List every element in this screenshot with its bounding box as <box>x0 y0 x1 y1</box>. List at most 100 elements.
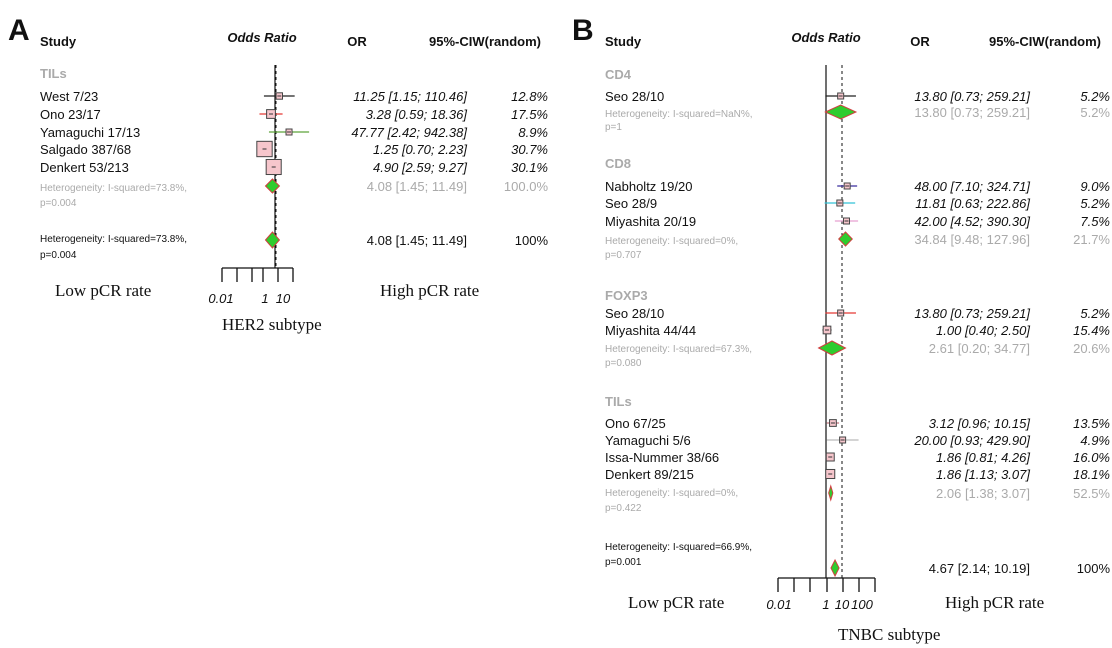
study-weight: 17.5% <box>511 107 548 122</box>
panel-letter: A <box>8 14 30 47</box>
study-label: Yamaguchi 5/6 <box>605 433 691 448</box>
study-label: Miyashita 44/44 <box>605 323 696 338</box>
subtotal-weight: 20.6% <box>1073 341 1110 356</box>
study-weight: 13.5% <box>1073 416 1110 431</box>
subtotal-diamond <box>817 340 847 356</box>
study-or-ci: 13.80 [0.73; 259.21] <box>914 306 1030 321</box>
study-label: Denkert 89/215 <box>605 467 694 482</box>
group-label: TILs <box>40 66 67 81</box>
x-tick-label: 10 <box>276 291 291 306</box>
subtotal-or-ci: 2.61 [0.20; 34.77] <box>929 341 1030 356</box>
study-label: Denkert 53/213 <box>40 160 129 175</box>
header-study: Study <box>605 34 642 49</box>
study-or-ci: 1.86 [0.81; 4.26] <box>936 450 1030 465</box>
header-ci: 95%-CIW(random) <box>429 34 541 49</box>
study-weight: 12.8% <box>511 89 548 104</box>
x-tick-label: 0.01 <box>766 597 791 612</box>
study-or-ci: 48.00 [7.10; 324.71] <box>914 179 1030 194</box>
panel-letter: B <box>572 14 594 47</box>
study-weight: 4.9% <box>1080 433 1110 448</box>
study-or-ci: 47.77 [2.42; 942.38] <box>351 125 467 140</box>
subtotal-weight: 52.5% <box>1073 486 1110 501</box>
subtype-label: HER2 subtype <box>222 315 322 334</box>
subtotal-or-ci: 2.06 [1.38; 3.07] <box>936 486 1030 501</box>
study-weight: 15.4% <box>1073 323 1110 338</box>
study-weight: 8.9% <box>518 125 548 140</box>
study-or-ci: 13.80 [0.73; 259.21] <box>914 89 1030 104</box>
heterogeneity-text: Heterogeneity: I-squared=NaN%, <box>605 109 753 120</box>
subtotal-weight: 5.2% <box>1080 105 1110 120</box>
x-tick-label: 100 <box>851 597 873 612</box>
subtotal-diamond <box>838 231 853 247</box>
study-label: Issa-Nummer 38/66 <box>605 450 719 465</box>
group-label: CD4 <box>605 67 632 82</box>
study-label: Seo 28/10 <box>605 89 664 104</box>
heterogeneity-text: Heterogeneity: I-squared=0%, <box>605 236 738 247</box>
subtotal-or-ci: 4.08 [1.45; 11.49] <box>367 179 467 194</box>
study-weight: 5.2% <box>1080 196 1110 211</box>
overall-weight: 100% <box>1077 561 1111 576</box>
study-weight: 18.1% <box>1073 467 1110 482</box>
x-tick-label: 1 <box>822 597 829 612</box>
study-or-ci: 1.25 [0.70; 2.23] <box>373 142 467 157</box>
x-tick-label: 0.01 <box>208 291 233 306</box>
subtotal-or-ci: 34.84 [9.48; 127.96] <box>914 232 1030 247</box>
study-or-ci: 1.00 [0.40; 2.50] <box>936 323 1030 338</box>
subtotal-weight: 100.0% <box>504 179 549 194</box>
study-or-ci: 3.12 [0.96; 10.15] <box>929 416 1031 431</box>
overall-heterogeneity-p: p=0.004 <box>40 250 77 261</box>
subtotal-weight: 21.7% <box>1073 232 1110 247</box>
study-label: West 7/23 <box>40 89 98 104</box>
overall-heterogeneity: Heterogeneity: I-squared=73.8%, <box>40 234 187 245</box>
group-label: CD8 <box>605 156 631 171</box>
study-or-ci: 11.25 [1.15; 110.46] <box>353 89 467 104</box>
heterogeneity-text: Heterogeneity: I-squared=0%, <box>605 488 738 499</box>
x-tick-label: 10 <box>835 597 850 612</box>
study-label: Ono 67/25 <box>605 416 666 431</box>
study-or-ci: 11.81 [0.63; 222.86] <box>915 196 1030 211</box>
subtotal-diamond <box>828 484 834 502</box>
study-weight: 5.2% <box>1080 306 1110 321</box>
study-label: Miyashita 20/19 <box>605 214 696 229</box>
group-label: TILs <box>605 394 632 409</box>
low-pcr-label: Low pCR rate <box>55 281 151 300</box>
group-label: FOXP3 <box>605 288 648 303</box>
high-pcr-label: High pCR rate <box>380 281 479 300</box>
header-or: OR <box>347 34 367 49</box>
study-label: Nabholtz 19/20 <box>605 179 692 194</box>
header-or: OR <box>910 34 930 49</box>
study-label: Ono 23/17 <box>40 107 101 122</box>
low-pcr-label: Low pCR rate <box>628 593 724 612</box>
study-or-ci: 4.90 [2.59; 9.27] <box>373 160 467 175</box>
overall-weight: 100% <box>515 233 549 248</box>
study-label: Seo 28/10 <box>605 306 664 321</box>
study-or-ci: 20.00 [0.93; 429.90] <box>913 433 1030 448</box>
study-weight: 7.5% <box>1080 214 1110 229</box>
heterogeneity-p: p=1 <box>605 122 622 133</box>
subtotal-or-ci: 13.80 [0.73; 259.21] <box>914 105 1030 120</box>
overall-heterogeneity-p: p=0.001 <box>605 557 642 568</box>
subtotal-diamond <box>824 104 858 120</box>
study-label: Seo 28/9 <box>605 196 657 211</box>
study-weight: 5.2% <box>1080 89 1110 104</box>
study-weight: 9.0% <box>1080 179 1110 194</box>
study-label: Yamaguchi 17/13 <box>40 125 140 140</box>
header-odds-ratio: Odds Ratio <box>227 30 296 45</box>
x-tick-label: 1 <box>261 291 268 306</box>
overall-diamond <box>264 231 281 249</box>
study-or-ci: 1.86 [1.13; 3.07] <box>936 467 1030 482</box>
header-ci: 95%-CIW(random) <box>989 34 1101 49</box>
study-or-ci: 42.00 [4.52; 390.30] <box>914 214 1030 229</box>
subtotal-diamond <box>264 178 281 194</box>
heterogeneity-p: p=0.080 <box>605 358 642 369</box>
header-odds-ratio: Odds Ratio <box>791 30 860 45</box>
subtype-label: TNBC subtype <box>838 625 940 644</box>
study-weight: 16.0% <box>1073 450 1110 465</box>
study-weight: 30.7% <box>511 142 548 157</box>
study-weight: 30.1% <box>511 160 548 175</box>
overall-or-ci: 4.08 [1.45; 11.49] <box>367 233 467 248</box>
overall-or-ci: 4.67 [2.14; 10.19] <box>929 561 1030 576</box>
heterogeneity-p: p=0.004 <box>40 198 77 209</box>
heterogeneity-text: Heterogeneity: I-squared=73.8%, <box>40 183 187 194</box>
heterogeneity-text: Heterogeneity: I-squared=67.3%, <box>605 344 752 355</box>
